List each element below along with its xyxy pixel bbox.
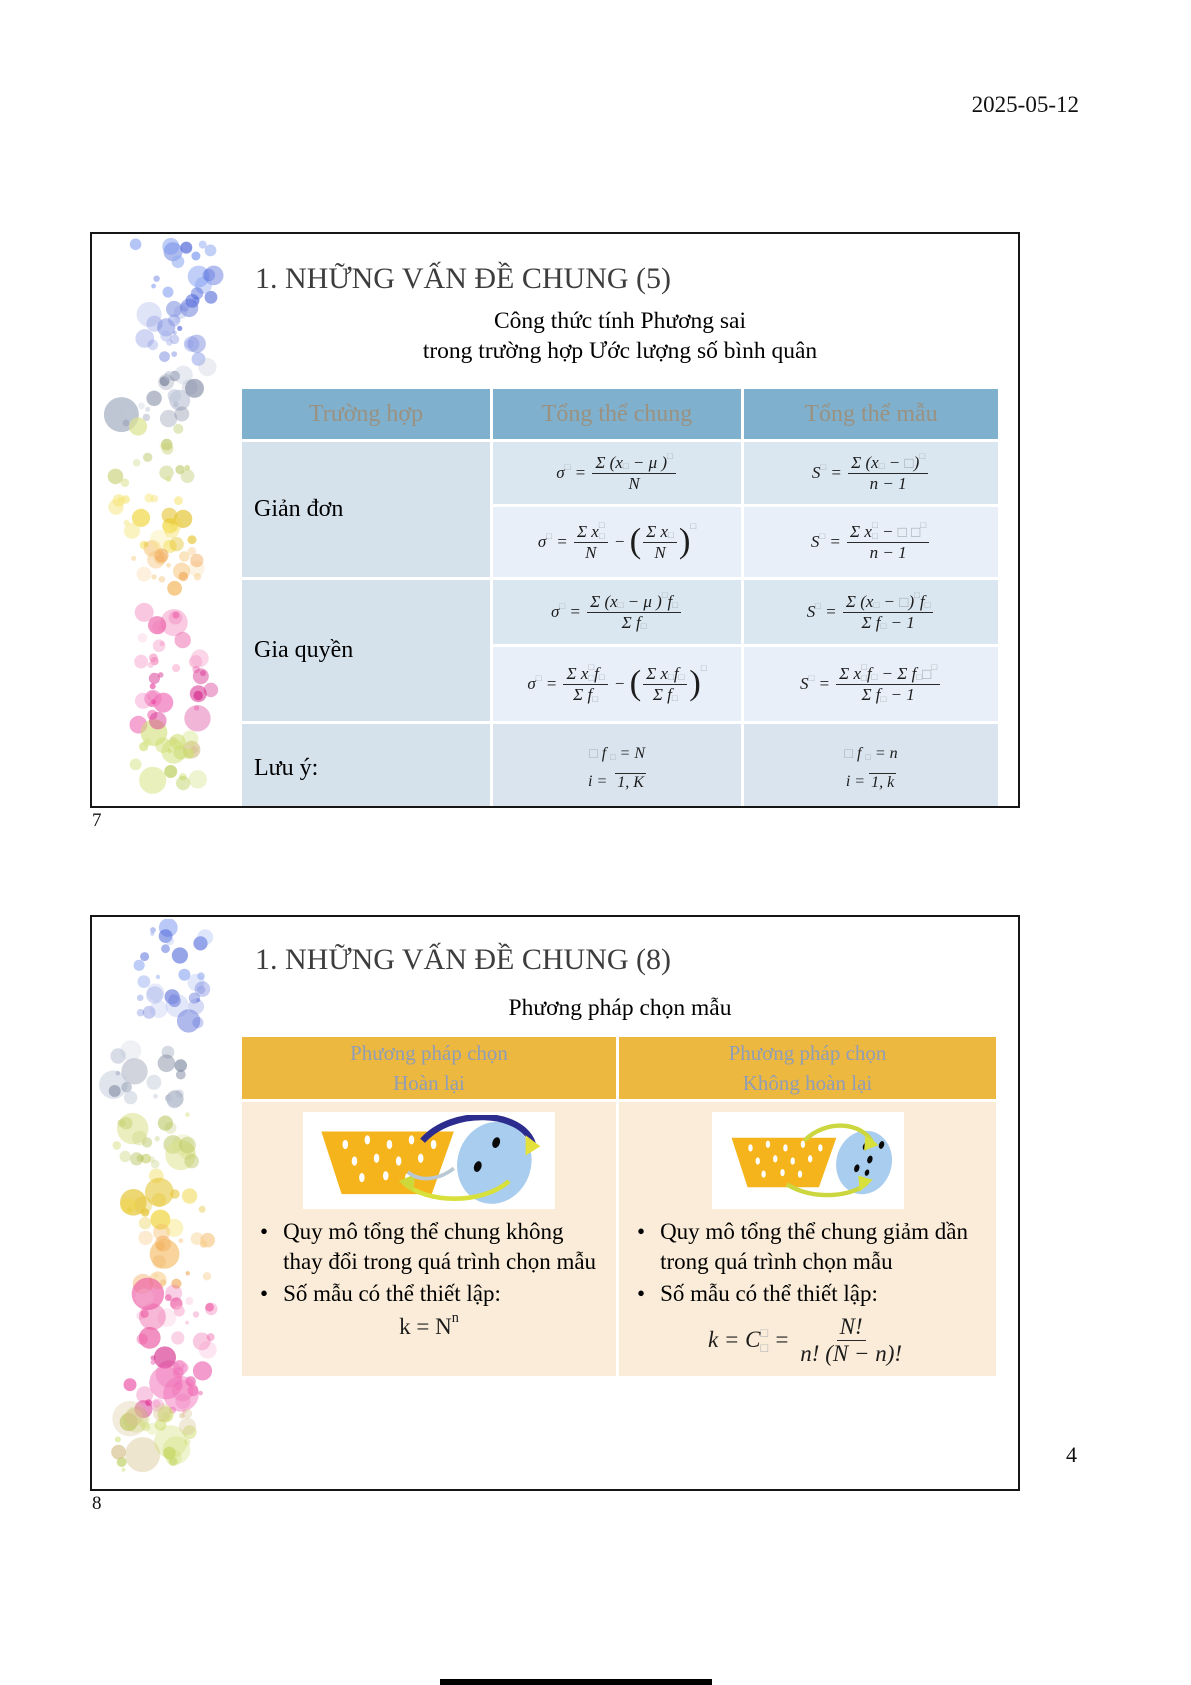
sampling-with-replacement-illustration bbox=[303, 1112, 555, 1209]
slide-title: 1. NHỮNG VẤN ĐỀ CHUNG (8) bbox=[255, 943, 672, 976]
slide-number-8: 8 bbox=[92, 1493, 102, 1514]
row-label-luu-y: Lưu ý: bbox=[242, 724, 490, 806]
header-line: Phương pháp chọn bbox=[350, 1040, 508, 1065]
row-label-gia-quyen: Gia quyền bbox=[242, 580, 490, 721]
bullet-icon: • bbox=[260, 1219, 269, 1244]
note-sum-f-equals-n: □ f □ = n bbox=[844, 744, 898, 763]
formula-variance-weighted-population-alt: σ □ = Σ x □ □ f □ Σ f □ − (Σ x □ f □ Σ f □) □ bbox=[527, 662, 707, 706]
bubble-decoration-strip bbox=[103, 237, 224, 794]
formula-cell: σ □ = Σ (x □ − μ ) □ N bbox=[493, 442, 741, 504]
list-item: • Số mẫu có thể thiết lập: bbox=[260, 1279, 604, 1309]
bubble-decoration-strip bbox=[99, 919, 218, 1473]
bottom-bar bbox=[440, 1679, 712, 1685]
cell-without-replacement: • Quy mô tổng thể chung giảm dần trong q… bbox=[619, 1102, 996, 1376]
bullet-text: Quy mô tổng thể chung không thay đổi tro… bbox=[283, 1219, 597, 1274]
formula-variance-weighted-sample: S □ = Σ (x □ − □) □ f □ Σ f □ − 1 bbox=[807, 591, 936, 633]
bullet-text: Quy mô tổng thể chung giảm dần trong quá… bbox=[660, 1219, 968, 1274]
formula-variance-simple-population-alt: σ □ = Σ x □ □ N − (Σ x □ N) □ bbox=[537, 520, 697, 563]
slide-subtitle: Phương pháp chọn mẫu bbox=[508, 995, 732, 1021]
basket-and-ball-image bbox=[731, 1123, 892, 1197]
formula-variance-weighted-sample-alt: S □ = Σ x □ □ f □ − Σ f □ □ □ Σ f □ − 1 bbox=[800, 663, 942, 706]
list-item: • Số mẫu có thể thiết lập: bbox=[637, 1279, 984, 1309]
note-sum-f-equals-N: □ f □ = N bbox=[588, 744, 645, 763]
sampling-without-replacement-illustration bbox=[711, 1112, 904, 1209]
bullet-list: • Quy mô tổng thể chung giảm dần trong q… bbox=[631, 1217, 984, 1309]
header-line: Phương pháp chọn bbox=[728, 1040, 887, 1065]
header-with-replacement: Phương pháp chọn Hoàn lại bbox=[242, 1037, 616, 1099]
slide-subtitle-line2: trong trường hợp Ước lượng số bình quân bbox=[422, 338, 818, 364]
bullet-icon: • bbox=[260, 1280, 269, 1306]
slide-7-frame: 1. NHỮNG VẤN ĐỀ CHUNG (5) Công thức tính… bbox=[90, 232, 1020, 808]
column-header-truong-hop: Trường hợp bbox=[242, 389, 490, 439]
note-cell-sample: □ f □ = n i = 1, k bbox=[744, 724, 998, 806]
formula-cell: S □ = Σ x □ □ − □ □ □ n − 1 bbox=[744, 507, 998, 577]
variance-formula-table: Trường hợp Tổng thể chung Tổng thể mẫu G… bbox=[242, 389, 998, 806]
note-index-range-k: i = 1, k bbox=[845, 772, 897, 791]
slide-title: 1. NHỮNG VẤN ĐỀ CHUNG (5) bbox=[255, 262, 672, 295]
formula-cell: S □ = Σ (x □ − □) □ n − 1 bbox=[744, 442, 998, 504]
column-header-tong-the-chung: Tổng thể chung bbox=[493, 389, 741, 439]
page-date: 2025-05-12 bbox=[971, 92, 1079, 117]
cell-with-replacement: • Quy mô tổng thể chung không thay đổi t… bbox=[242, 1102, 616, 1376]
basket-and-ball-image bbox=[321, 1114, 541, 1204]
note-index-range-K: i = 1, K bbox=[588, 772, 646, 791]
formula-cell: S □ = Σ x □ □ f □ − Σ f □ □ □ Σ f □ − 1 bbox=[744, 647, 998, 721]
slide-subtitle-line1: Công thức tính Phương sai bbox=[493, 308, 747, 334]
slide-number-7: 7 bbox=[92, 810, 102, 831]
formula-variance-simple-sample: S □ = Σ (x □ − □) □ n − 1 bbox=[812, 452, 930, 494]
formula-variance-simple-sample-alt: S □ = Σ x □ □ − □ □ □ n − 1 bbox=[811, 521, 931, 564]
formula-variance-simple-population: σ □ = Σ (x □ − μ ) □ N bbox=[556, 452, 678, 494]
formula-cell: σ □ = Σ x □ □ f □ Σ f □ − (Σ x □ f □ Σ f □) □ bbox=[493, 647, 741, 721]
row-label-gian-don: Giản đơn bbox=[242, 442, 490, 577]
list-item: • Quy mô tổng thể chung giảm dần trong q… bbox=[637, 1217, 984, 1277]
sampling-method-table: Phương pháp chọn Hoàn lại Phương pháp ch… bbox=[242, 1037, 998, 1376]
list-item: • Quy mô tổng thể chung không thay đổi t… bbox=[260, 1217, 604, 1277]
bullet-text: Số mẫu có thể thiết lập: bbox=[660, 1280, 878, 1306]
bullet-icon: • bbox=[637, 1280, 646, 1306]
page-number: 4 bbox=[1066, 1442, 1077, 1467]
formula-variance-weighted-population: σ □ = Σ (x □ − μ ) □ f □ Σ f □ bbox=[551, 591, 683, 633]
column-header-tong-the-mau: Tổng thể mẫu bbox=[744, 389, 998, 439]
formula-k-equals-combinations: k = C □ □ = N! n! (N − n)! bbox=[707, 1313, 903, 1366]
header-without-replacement: Phương pháp chọn Không hoàn lại bbox=[619, 1037, 996, 1099]
formula-cell: S □ = Σ (x □ − □) □ f □ Σ f □ − 1 bbox=[744, 580, 998, 644]
bullet-icon: • bbox=[637, 1219, 646, 1244]
header-line: Hoàn lại bbox=[393, 1071, 465, 1095]
bullet-list: • Quy mô tổng thể chung không thay đổi t… bbox=[254, 1217, 604, 1309]
note-cell-population: □ f □ = N i = 1, K bbox=[493, 724, 741, 806]
slide-8-frame: 1. NHỮNG VẤN ĐỀ CHUNG (8) Phương pháp ch… bbox=[90, 915, 1020, 1491]
formula-cell: σ □ = Σ (x □ − μ ) □ f □ Σ f □ bbox=[493, 580, 741, 644]
header-line: Không hoàn lại bbox=[742, 1071, 873, 1095]
formula-cell: σ □ = Σ x □ □ N − (Σ x □ N) □ bbox=[493, 507, 741, 577]
bullet-text: Số mẫu có thể thiết lập: bbox=[283, 1280, 501, 1306]
